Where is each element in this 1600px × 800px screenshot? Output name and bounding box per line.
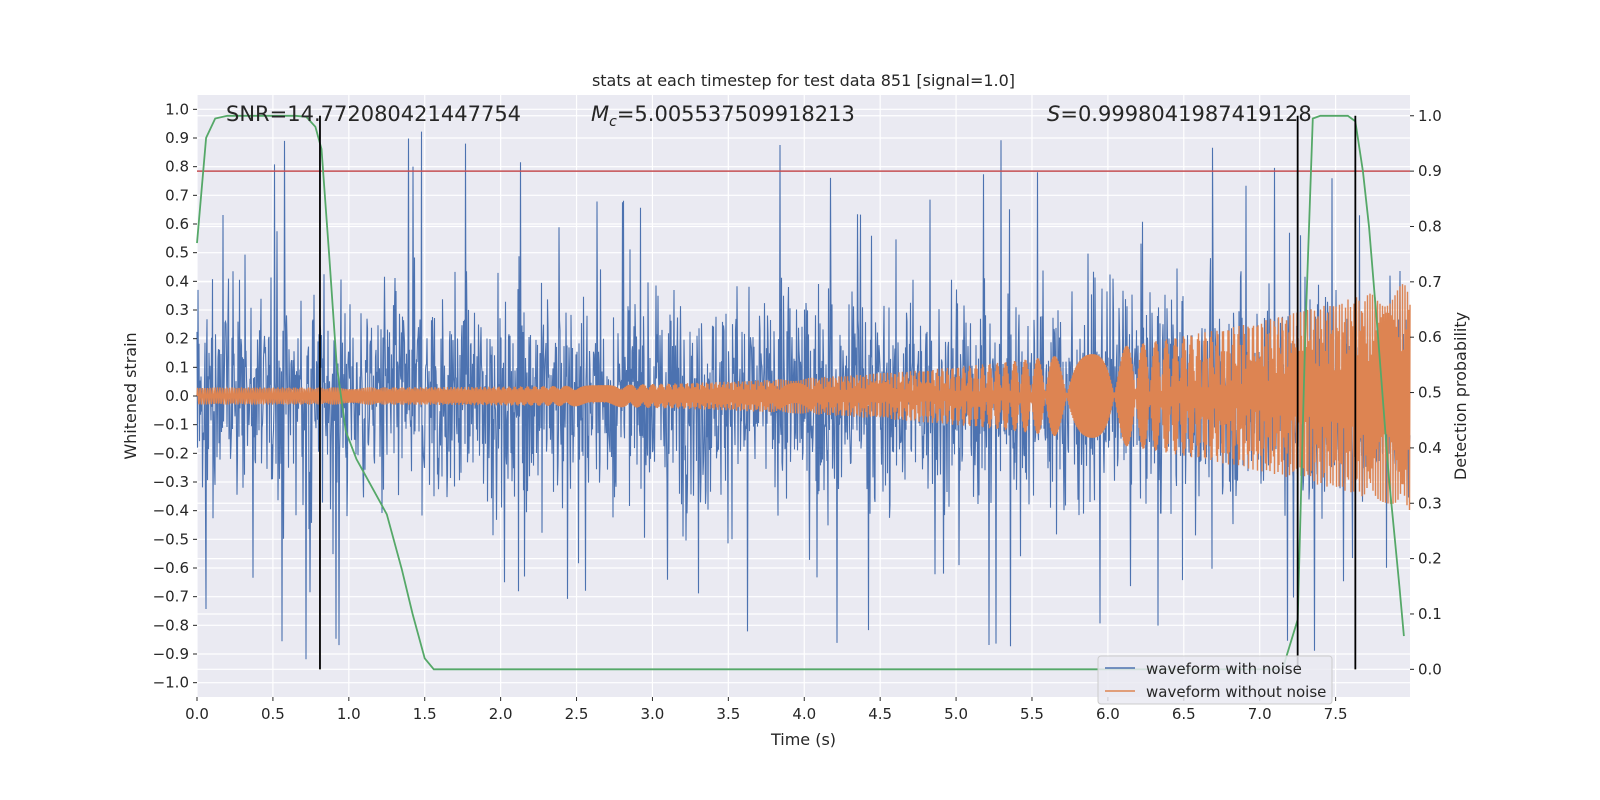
series-line-waveform-without-noise — [196, 284, 1411, 511]
x-tick-label: 1.0 — [337, 705, 361, 723]
x-tick-label: 1.5 — [413, 705, 437, 723]
legend-box — [1097, 655, 1333, 705]
mc-value: =5.005537509918213 — [617, 102, 855, 126]
y2-tick-label: 0.2 — [1418, 550, 1442, 568]
y2-tick-label: 0.7 — [1418, 273, 1442, 291]
snr-annotation: SNR=14.772080421447754 — [226, 102, 521, 126]
x-tick-label: 7.5 — [1324, 705, 1348, 723]
chart-title: stats at each timestep for test data 851… — [592, 71, 1015, 90]
s-symbol: S — [1047, 102, 1060, 126]
x-tick-label: 6.5 — [1172, 705, 1196, 723]
y2-tick-label: 1.0 — [1418, 107, 1442, 125]
legend: waveform with noise waveform without noi… — [1097, 655, 1333, 705]
y-tick-label: 0.9 — [165, 129, 189, 147]
y-tick-label: −0.5 — [153, 530, 189, 548]
chirp-mass-annotation: Mc=5.005537509918213 — [591, 102, 855, 130]
x-tick-label: 7.0 — [1248, 705, 1272, 723]
y-tick-label: −0.1 — [153, 416, 189, 434]
x-tick-label: 2.0 — [489, 705, 513, 723]
x-tick-label: 0.0 — [185, 705, 209, 723]
y-tick-label: 0.4 — [165, 272, 189, 290]
y-tick-label: −0.6 — [153, 559, 189, 577]
y2-tick-label: 0.8 — [1418, 217, 1442, 235]
y-tick-label: 0.3 — [165, 301, 189, 319]
y-tick-label: −0.4 — [153, 502, 189, 520]
y-tick-label: 0.6 — [165, 215, 189, 233]
score-annotation: S=0.9998041987419128 — [1047, 102, 1312, 126]
mc-subscript: c — [609, 114, 617, 130]
y-tick-label: 0.7 — [165, 186, 189, 204]
series-line-detection-probability — [196, 114, 1405, 671]
y-tick-label: −1.0 — [153, 674, 189, 692]
axes: 0.0 0.5 1.0 1.5 2.0 2.5 3.0 3.5 4.0 4.5 5.0 5.5 6.0 6… — [153, 100, 1442, 723]
x-tick-label: 4.0 — [792, 705, 816, 723]
x-tick-label: 4.5 — [868, 705, 892, 723]
y2-tick-label: 0.4 — [1418, 439, 1442, 457]
y-tick-label: −0.3 — [153, 473, 189, 491]
y2-tick-label: 0.6 — [1418, 328, 1442, 346]
x-tick-label: 2.5 — [565, 705, 589, 723]
x-axis-label: Time (s) — [770, 730, 836, 749]
y-tick-label: 0.2 — [165, 330, 189, 348]
legend-label-clean: waveform without noise — [1146, 683, 1326, 701]
y-tick-label: 0.1 — [165, 358, 189, 376]
x-tick-label: 6.0 — [1096, 705, 1120, 723]
x-tick-label: 3.5 — [716, 705, 740, 723]
y-tick-label: −0.8 — [153, 616, 189, 634]
y-axis-label: Whitened strain — [121, 332, 140, 459]
x-tick-label: 5.0 — [944, 705, 968, 723]
y2-tick-label: 0.3 — [1418, 494, 1442, 512]
y2-tick-label: 0.9 — [1418, 162, 1442, 180]
y-tick-label: −0.7 — [153, 588, 189, 606]
y2-tick-label: 0.1 — [1418, 605, 1442, 623]
x-tick-label: 0.5 — [261, 705, 285, 723]
y-tick-label: −0.9 — [153, 645, 189, 663]
series-layer — [196, 114, 1411, 671]
s-value: =0.9998041987419128 — [1060, 102, 1311, 126]
x-tick-label: 5.5 — [1020, 705, 1044, 723]
annotation-layer: SNR=14.772080421447754 Mc=5.005537509918… — [226, 102, 1312, 130]
y-tick-label: 1.0 — [165, 100, 189, 118]
x-tick-label: 3.0 — [641, 705, 665, 723]
y-tick-label: 0.8 — [165, 158, 189, 176]
y2-tick-label: 0.5 — [1418, 384, 1442, 402]
mc-symbol: M — [591, 102, 609, 126]
y-tick-label: −0.2 — [153, 444, 189, 462]
y2-axis-label: Detection probability — [1451, 312, 1470, 480]
legend-label-noise: waveform with noise — [1146, 660, 1302, 678]
y2-tick-label: 0.0 — [1418, 660, 1442, 678]
y-tick-label: 0.5 — [165, 244, 189, 262]
y-tick-label: 0.0 — [165, 387, 189, 405]
